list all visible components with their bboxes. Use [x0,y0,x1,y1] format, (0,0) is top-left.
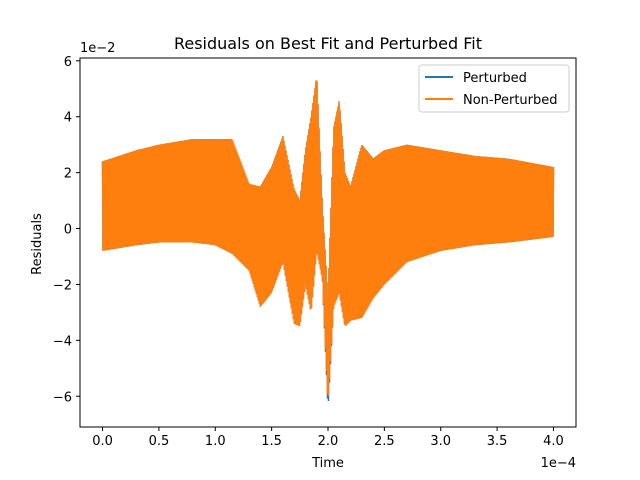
x-tick-label: 3.5 [487,434,508,449]
y-offset-text: 1e−2 [80,41,115,56]
legend: Perturbed Non-Perturbed [418,64,570,113]
x-axis-label: Time [311,456,344,471]
legend-box [418,64,570,113]
plot-area [101,80,555,402]
series-line-non-perturbed [101,80,555,396]
x-tick-label: 4.0 [543,434,564,449]
x-tick-label: 1.5 [261,434,282,449]
x-offset-text: 1e−4 [541,456,576,471]
y-tick-label: 4 [64,111,72,126]
x-axis: 0.0 0.5 1.0 1.5 2.0 2.5 3.0 3.5 4.0 [92,427,564,449]
x-tick-label: 3.0 [430,434,451,449]
y-tick-label: 2 [64,167,72,182]
y-axis: −6 −4 −2 0 2 4 6 [53,55,80,405]
y-tick-label: −4 [53,334,72,349]
x-tick-label: 1.0 [205,434,226,449]
y-tick-label: −6 [53,390,72,405]
x-tick-label: 0.5 [149,434,170,449]
y-tick-label: 0 [64,223,72,238]
legend-label: Non-Perturbed [463,93,558,108]
y-tick-label: −2 [53,278,72,293]
y-tick-label: 6 [64,55,72,70]
chart-title: Residuals on Best Fit and Perturbed Fit [174,34,482,53]
x-tick-label: 2.5 [374,434,395,449]
x-tick-label: 0.0 [92,434,113,449]
y-axis-label: Residuals [30,213,45,275]
legend-label: Perturbed [463,71,527,86]
x-tick-label: 2.0 [318,434,339,449]
